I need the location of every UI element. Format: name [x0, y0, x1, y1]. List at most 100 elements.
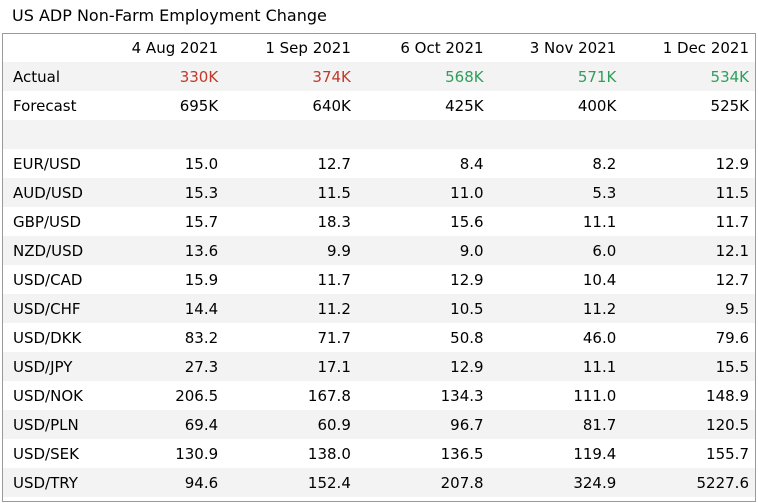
- pair-value: 11.7: [317, 270, 351, 289]
- pair-value: 15.0: [184, 154, 219, 173]
- pair-value: 11.2: [489, 294, 623, 323]
- pair-value: 11.7: [715, 212, 749, 231]
- pair-row: USD/CAD 15.9 11.7 12.9 10.4 12.7: [3, 265, 755, 294]
- table-title: US ADP Non-Farm Employment Change: [12, 6, 327, 25]
- forecast-row: Forecast 695K 640K 425K 400K 525K: [3, 91, 755, 120]
- pair-value: 12.9: [356, 352, 490, 381]
- forecast-value: 525K: [710, 96, 749, 115]
- pair-value: 15.7: [184, 212, 219, 231]
- pair-value: 11.1: [582, 212, 617, 231]
- pair-label: USD/JPY: [3, 352, 92, 381]
- pair-value: 134.3: [440, 386, 484, 405]
- pair-value: 17.1: [224, 352, 357, 381]
- pair-value: 148.9: [706, 386, 749, 405]
- pair-value: 9.5: [622, 294, 755, 323]
- data-table: 4 Aug 2021 1 Sep 2021 6 Oct 2021 3 Nov 2…: [3, 34, 755, 497]
- pair-value: 155.7: [706, 444, 749, 463]
- pair-value: 9.9: [224, 236, 357, 265]
- pair-value: 27.3: [91, 352, 225, 381]
- pair-value: 79.6: [715, 328, 749, 347]
- spacer-row: [3, 120, 755, 149]
- actual-value: 330K: [91, 62, 225, 91]
- forecast-value: 640K: [312, 96, 351, 115]
- column-header: 6 Oct 2021: [400, 39, 484, 57]
- data-table-frame: 4 Aug 2021 1 Sep 2021 6 Oct 2021 3 Nov 2…: [2, 33, 756, 502]
- pair-row: USD/PLN 69.4 60.9 96.7 81.7 120.5: [3, 410, 755, 439]
- pair-value: 324.9: [489, 468, 623, 497]
- pair-value: 96.7: [356, 410, 490, 439]
- actual-value: 568K: [356, 62, 490, 91]
- pair-value: 12.9: [715, 154, 749, 173]
- pair-label: USD/NOK: [13, 386, 83, 405]
- pair-value: 94.6: [91, 468, 225, 497]
- pair-row: NZD/USD 13.6 9.9 9.0 6.0 12.1: [3, 236, 755, 265]
- pair-row: AUD/USD 15.3 11.5 11.0 5.3 11.5: [3, 178, 755, 207]
- pair-value: 207.8: [356, 468, 490, 497]
- pair-value: 119.4: [573, 444, 617, 463]
- pair-row: EUR/USD 15.0 12.7 8.4 8.2 12.9: [3, 149, 755, 178]
- header-corner: [3, 34, 91, 62]
- pair-value: 13.6: [91, 236, 225, 265]
- pair-value: 11.1: [489, 352, 623, 381]
- actual-value: 374K: [224, 62, 357, 91]
- pair-label: AUD/USD: [3, 178, 92, 207]
- pair-value: 12.7: [317, 154, 351, 173]
- header-row: 4 Aug 2021 1 Sep 2021 6 Oct 2021 3 Nov 2…: [3, 34, 755, 62]
- pair-value: 12.7: [715, 270, 749, 289]
- pair-value: 130.9: [175, 444, 219, 463]
- pair-label: NZD/USD: [3, 236, 92, 265]
- pair-label: EUR/USD: [13, 154, 81, 173]
- pair-value: 167.8: [307, 386, 351, 405]
- pair-row: GBP/USD 15.7 18.3 15.6 11.1 11.7: [3, 207, 755, 236]
- pair-value: 11.0: [356, 178, 490, 207]
- pair-value: 11.5: [622, 178, 755, 207]
- pair-row: USD/CHF 14.4 11.2 10.5 11.2 9.5: [3, 294, 755, 323]
- actual-value: 571K: [489, 62, 623, 91]
- actual-row: Actual 330K 374K 568K 571K 534K: [3, 62, 755, 91]
- pair-label: USD/DKK: [13, 328, 82, 347]
- pair-value: 9.0: [356, 236, 490, 265]
- forecast-value: 400K: [577, 96, 617, 115]
- pair-value: 8.2: [592, 154, 617, 173]
- forecast-value: 425K: [445, 96, 484, 115]
- pair-label: USD/SEK: [13, 444, 79, 463]
- pair-row: USD/DKK 83.2 71.7 50.8 46.0 79.6: [3, 323, 755, 352]
- pair-row: USD/NOK 206.5 167.8 134.3 111.0 148.9: [3, 381, 755, 410]
- row-label: Actual: [3, 62, 92, 91]
- pair-label: USD/CHF: [3, 294, 92, 323]
- pair-value: 15.6: [450, 212, 484, 231]
- pair-label: USD/CAD: [13, 270, 83, 289]
- pair-label: GBP/USD: [13, 212, 82, 231]
- pair-value: 46.0: [582, 328, 617, 347]
- pair-row: USD/JPY 27.3 17.1 12.9 11.1 15.5: [3, 352, 755, 381]
- column-header: 1 Sep 2021: [265, 39, 351, 57]
- pair-value: 69.4: [91, 410, 225, 439]
- pair-value: 11.5: [224, 178, 357, 207]
- pair-value: 136.5: [440, 444, 484, 463]
- column-header: 1 Dec 2021: [662, 39, 749, 57]
- pair-value: 10.5: [356, 294, 490, 323]
- pair-value: 5227.6: [622, 468, 755, 497]
- pair-value: 15.9: [184, 270, 219, 289]
- pair-value: 138.0: [307, 444, 351, 463]
- pair-value: 15.3: [91, 178, 225, 207]
- pair-value: 6.0: [489, 236, 623, 265]
- pair-value: 83.2: [184, 328, 219, 347]
- forecast-value: 695K: [179, 96, 219, 115]
- pair-value: 206.5: [175, 386, 219, 405]
- pair-label: USD/PLN: [3, 410, 92, 439]
- pair-value: 5.3: [489, 178, 623, 207]
- pair-value: 120.5: [622, 410, 755, 439]
- pair-value: 8.4: [459, 154, 484, 173]
- pair-value: 18.3: [317, 212, 351, 231]
- pair-value: 10.4: [582, 270, 617, 289]
- pair-value: 14.4: [91, 294, 225, 323]
- column-header: 3 Nov 2021: [529, 39, 617, 57]
- actual-value: 534K: [622, 62, 755, 91]
- pair-value: 81.7: [489, 410, 623, 439]
- pair-value: 60.9: [224, 410, 357, 439]
- pair-value: 152.4: [224, 468, 357, 497]
- pair-value: 50.8: [450, 328, 484, 347]
- pair-value: 11.2: [224, 294, 357, 323]
- column-header: 4 Aug 2021: [131, 39, 219, 57]
